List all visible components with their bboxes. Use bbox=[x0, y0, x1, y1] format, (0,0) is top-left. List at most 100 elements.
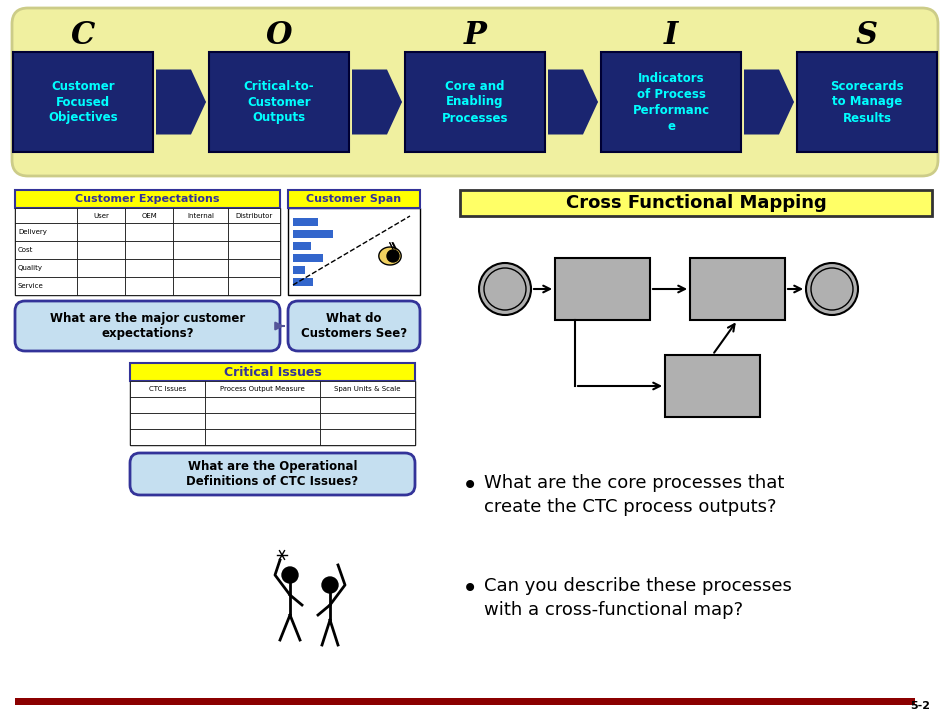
Bar bbox=[555, 258, 650, 320]
Text: Indicators
of Process
Performanc
e: Indicators of Process Performanc e bbox=[633, 71, 710, 133]
Bar bbox=[293, 242, 311, 250]
Text: Customer
Focused
Objectives: Customer Focused Objectives bbox=[48, 80, 118, 125]
FancyBboxPatch shape bbox=[130, 453, 415, 495]
Text: Internal: Internal bbox=[187, 212, 214, 218]
Text: User: User bbox=[93, 212, 109, 218]
Bar bbox=[77, 259, 125, 277]
Bar bbox=[15, 241, 77, 259]
Text: CTC Issues: CTC Issues bbox=[149, 386, 186, 392]
Text: •: • bbox=[462, 472, 478, 500]
Circle shape bbox=[484, 268, 526, 310]
Bar bbox=[173, 277, 228, 295]
Text: Delivery: Delivery bbox=[18, 229, 47, 235]
Bar bbox=[130, 363, 415, 381]
Text: Span Units & Scale: Span Units & Scale bbox=[334, 386, 401, 392]
Bar bbox=[15, 208, 280, 295]
Circle shape bbox=[282, 567, 298, 583]
Bar bbox=[77, 277, 125, 295]
Text: Quality: Quality bbox=[18, 265, 43, 271]
Circle shape bbox=[811, 268, 853, 310]
Bar bbox=[15, 208, 77, 223]
Bar bbox=[130, 397, 205, 413]
Text: What are the Operational
Definitions of CTC Issues?: What are the Operational Definitions of … bbox=[186, 460, 358, 488]
Bar bbox=[15, 259, 77, 277]
Bar bbox=[173, 241, 228, 259]
Text: What are the core processes that: What are the core processes that bbox=[484, 474, 785, 492]
Bar bbox=[77, 241, 125, 259]
Text: Distributor: Distributor bbox=[236, 212, 273, 218]
Bar bbox=[130, 381, 205, 397]
Bar bbox=[125, 259, 173, 277]
FancyBboxPatch shape bbox=[288, 301, 420, 351]
Text: OEM: OEM bbox=[142, 212, 157, 218]
Bar bbox=[130, 381, 415, 445]
Bar bbox=[205, 413, 320, 429]
FancyBboxPatch shape bbox=[12, 8, 938, 176]
Bar bbox=[228, 277, 280, 295]
Text: I: I bbox=[664, 21, 678, 51]
Bar bbox=[293, 230, 333, 238]
Bar bbox=[205, 397, 320, 413]
Text: •: • bbox=[462, 575, 478, 603]
Polygon shape bbox=[744, 69, 794, 135]
Bar bbox=[320, 381, 415, 397]
Text: S: S bbox=[856, 21, 878, 51]
Circle shape bbox=[322, 577, 338, 593]
Text: What are the major customer
expectations?: What are the major customer expectations… bbox=[49, 312, 245, 340]
Polygon shape bbox=[379, 247, 401, 265]
Text: Customer Expectations: Customer Expectations bbox=[75, 194, 219, 204]
Bar bbox=[205, 381, 320, 397]
Bar bbox=[228, 259, 280, 277]
Bar bbox=[293, 266, 305, 274]
Bar bbox=[293, 278, 313, 286]
Text: Can you describe these processes: Can you describe these processes bbox=[484, 577, 792, 595]
Text: Cross Functional Mapping: Cross Functional Mapping bbox=[565, 194, 826, 212]
Bar bbox=[320, 397, 415, 413]
Bar bbox=[173, 223, 228, 241]
Bar bbox=[601, 52, 741, 152]
Text: O: O bbox=[266, 21, 293, 51]
Text: Scorecards
to Manage
Results: Scorecards to Manage Results bbox=[830, 80, 903, 125]
Text: Customer Span: Customer Span bbox=[307, 194, 402, 204]
Bar bbox=[209, 52, 349, 152]
Bar bbox=[13, 52, 153, 152]
Bar bbox=[15, 190, 280, 208]
Text: P: P bbox=[464, 21, 486, 51]
Text: Process Output Measure: Process Output Measure bbox=[220, 386, 305, 392]
Bar bbox=[125, 208, 173, 223]
Bar bbox=[173, 208, 228, 223]
Bar bbox=[15, 223, 77, 241]
Bar bbox=[130, 413, 205, 429]
Bar bbox=[460, 190, 932, 216]
Polygon shape bbox=[352, 69, 402, 135]
Bar bbox=[797, 52, 937, 152]
Polygon shape bbox=[156, 69, 206, 135]
Text: Critical Issues: Critical Issues bbox=[223, 366, 321, 379]
Bar bbox=[125, 223, 173, 241]
Text: 5-2: 5-2 bbox=[910, 701, 930, 711]
Polygon shape bbox=[548, 69, 598, 135]
Bar bbox=[228, 241, 280, 259]
Bar bbox=[173, 259, 228, 277]
FancyBboxPatch shape bbox=[15, 301, 280, 351]
Bar bbox=[320, 413, 415, 429]
Bar bbox=[77, 208, 125, 223]
Bar bbox=[405, 52, 545, 152]
Text: What do
Customers See?: What do Customers See? bbox=[301, 312, 407, 340]
Bar bbox=[130, 429, 205, 445]
Bar bbox=[690, 258, 785, 320]
Bar bbox=[665, 355, 760, 417]
Text: with a cross-functional map?: with a cross-functional map? bbox=[484, 601, 743, 619]
Bar bbox=[205, 429, 320, 445]
Bar bbox=[288, 190, 420, 208]
Bar bbox=[293, 218, 318, 226]
Bar bbox=[228, 208, 280, 223]
Text: Service: Service bbox=[18, 283, 44, 289]
Circle shape bbox=[479, 263, 531, 315]
Text: Critical-to-
Customer
Outputs: Critical-to- Customer Outputs bbox=[244, 80, 314, 125]
Bar bbox=[288, 208, 420, 295]
Text: C: C bbox=[71, 21, 95, 51]
Text: Cost: Cost bbox=[18, 247, 33, 253]
Bar bbox=[125, 241, 173, 259]
Bar bbox=[125, 277, 173, 295]
